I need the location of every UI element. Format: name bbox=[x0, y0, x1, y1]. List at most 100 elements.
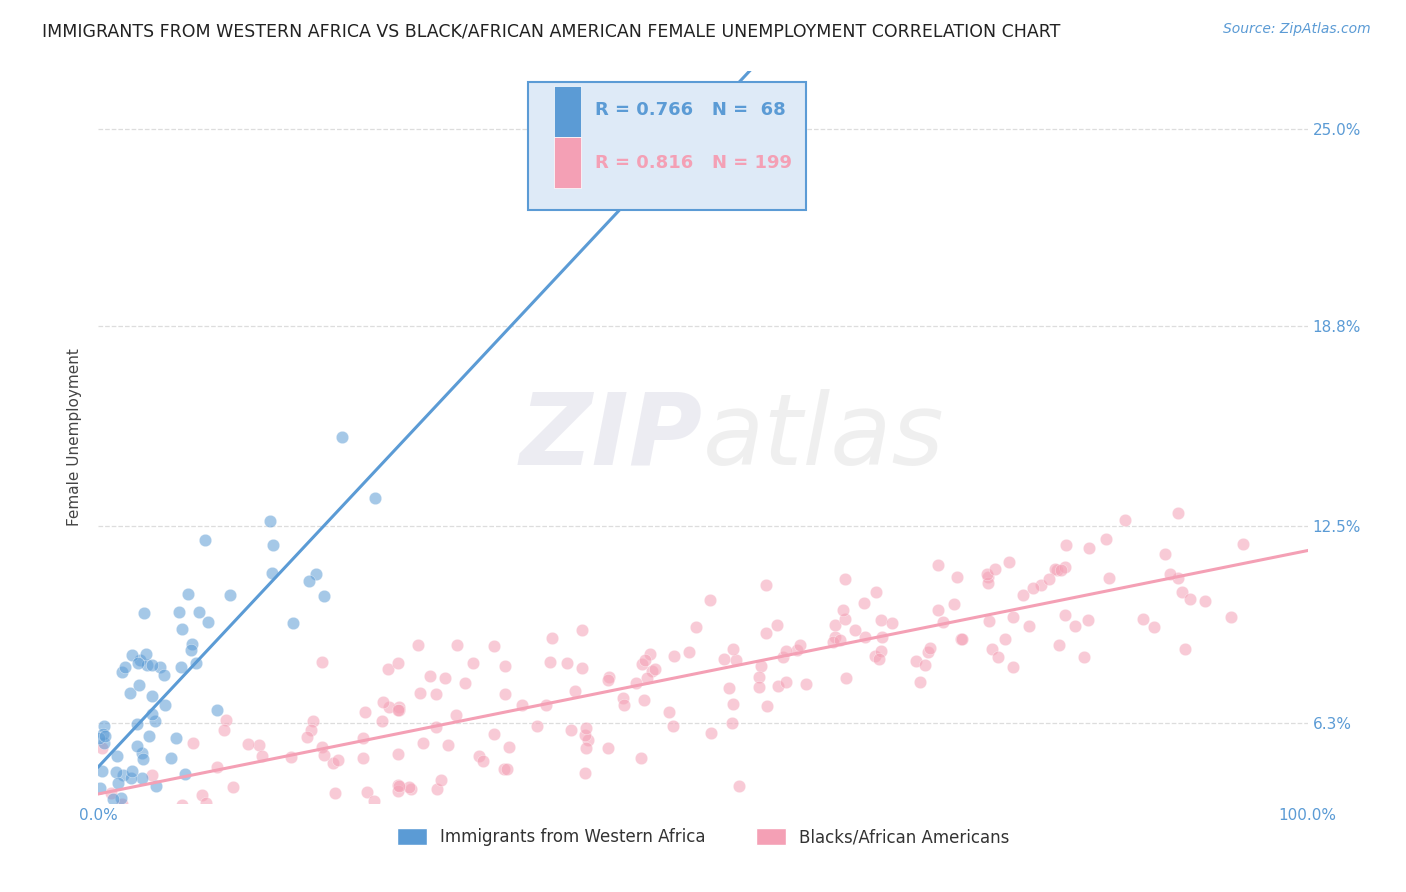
Point bbox=[127, 739, 149, 753]
Point bbox=[984, 562, 1007, 576]
Point bbox=[870, 644, 893, 658]
Text: Source: ZipAtlas.com: Source: ZipAtlas.com bbox=[1223, 22, 1371, 37]
Point bbox=[853, 630, 876, 644]
Point bbox=[555, 656, 578, 670]
Point bbox=[1045, 562, 1067, 576]
Point bbox=[281, 615, 304, 630]
Point bbox=[775, 674, 797, 689]
Point bbox=[298, 574, 321, 588]
Point bbox=[1054, 607, 1077, 622]
Point bbox=[134, 647, 156, 661]
Point bbox=[236, 737, 259, 751]
Point bbox=[1098, 570, 1121, 584]
Text: R = 0.766   N =  68: R = 0.766 N = 68 bbox=[595, 101, 786, 120]
Point bbox=[100, 786, 122, 800]
Point bbox=[186, 656, 208, 670]
Point bbox=[1194, 593, 1216, 607]
Point bbox=[823, 635, 845, 649]
Point bbox=[574, 728, 596, 742]
Point bbox=[409, 686, 432, 700]
Point bbox=[194, 796, 217, 810]
Point bbox=[128, 678, 150, 692]
Point bbox=[494, 659, 516, 673]
Point bbox=[180, 637, 202, 651]
Point bbox=[1073, 649, 1095, 664]
Point bbox=[299, 723, 322, 737]
Point bbox=[326, 753, 349, 767]
Point bbox=[295, 730, 318, 744]
Point bbox=[997, 555, 1019, 569]
Point bbox=[950, 632, 973, 647]
Point bbox=[233, 805, 256, 820]
Point bbox=[141, 657, 163, 672]
Point bbox=[104, 765, 127, 780]
Point bbox=[434, 672, 457, 686]
Point bbox=[149, 660, 172, 674]
Point bbox=[644, 662, 666, 676]
Point bbox=[526, 718, 548, 732]
Point bbox=[1001, 660, 1024, 674]
Point bbox=[560, 723, 582, 737]
Point bbox=[832, 603, 855, 617]
Point bbox=[575, 721, 598, 735]
Point bbox=[980, 642, 1002, 657]
Point bbox=[727, 780, 749, 794]
Point bbox=[91, 764, 114, 778]
Point bbox=[1170, 585, 1192, 599]
Point bbox=[121, 771, 143, 785]
Point bbox=[1077, 613, 1099, 627]
Point bbox=[1049, 563, 1071, 577]
Point bbox=[215, 713, 238, 727]
Point bbox=[834, 612, 856, 626]
Point bbox=[571, 660, 593, 674]
Point bbox=[387, 747, 409, 761]
Point bbox=[387, 784, 409, 798]
Point bbox=[540, 631, 562, 645]
Point bbox=[112, 768, 135, 782]
Point bbox=[755, 578, 778, 592]
Point bbox=[134, 607, 156, 621]
Point bbox=[976, 567, 998, 582]
Point bbox=[305, 566, 328, 581]
Point bbox=[352, 731, 374, 745]
FancyBboxPatch shape bbox=[554, 86, 581, 137]
Point bbox=[775, 644, 797, 658]
Point bbox=[1063, 619, 1085, 633]
Text: ZIP: ZIP bbox=[520, 389, 703, 485]
Point bbox=[425, 687, 447, 701]
Point bbox=[104, 805, 127, 820]
Point bbox=[977, 614, 1000, 628]
Point bbox=[721, 697, 744, 711]
Point bbox=[766, 618, 789, 632]
Point bbox=[598, 741, 620, 756]
Point bbox=[352, 751, 374, 765]
Point bbox=[1220, 609, 1243, 624]
Point bbox=[117, 805, 139, 820]
Text: R = 0.816   N = 199: R = 0.816 N = 199 bbox=[595, 153, 793, 172]
Point bbox=[205, 703, 228, 717]
Point bbox=[636, 671, 658, 685]
Point bbox=[564, 684, 586, 698]
Point bbox=[932, 615, 955, 629]
Point bbox=[949, 632, 972, 646]
Point bbox=[430, 772, 453, 787]
Point bbox=[834, 572, 856, 586]
Point bbox=[356, 785, 378, 799]
Point bbox=[259, 514, 281, 528]
Point bbox=[131, 771, 153, 785]
Text: atlas: atlas bbox=[703, 389, 945, 485]
Point bbox=[700, 726, 723, 740]
Point bbox=[987, 650, 1010, 665]
Point bbox=[1167, 507, 1189, 521]
Point bbox=[613, 698, 636, 712]
Point bbox=[748, 680, 770, 694]
Point bbox=[446, 708, 468, 723]
Point bbox=[869, 613, 891, 627]
Point bbox=[576, 732, 599, 747]
Point bbox=[194, 533, 217, 547]
Point bbox=[165, 731, 187, 746]
Point bbox=[1054, 538, 1077, 552]
Point bbox=[472, 754, 495, 768]
Point bbox=[880, 615, 903, 630]
Point bbox=[97, 805, 120, 820]
